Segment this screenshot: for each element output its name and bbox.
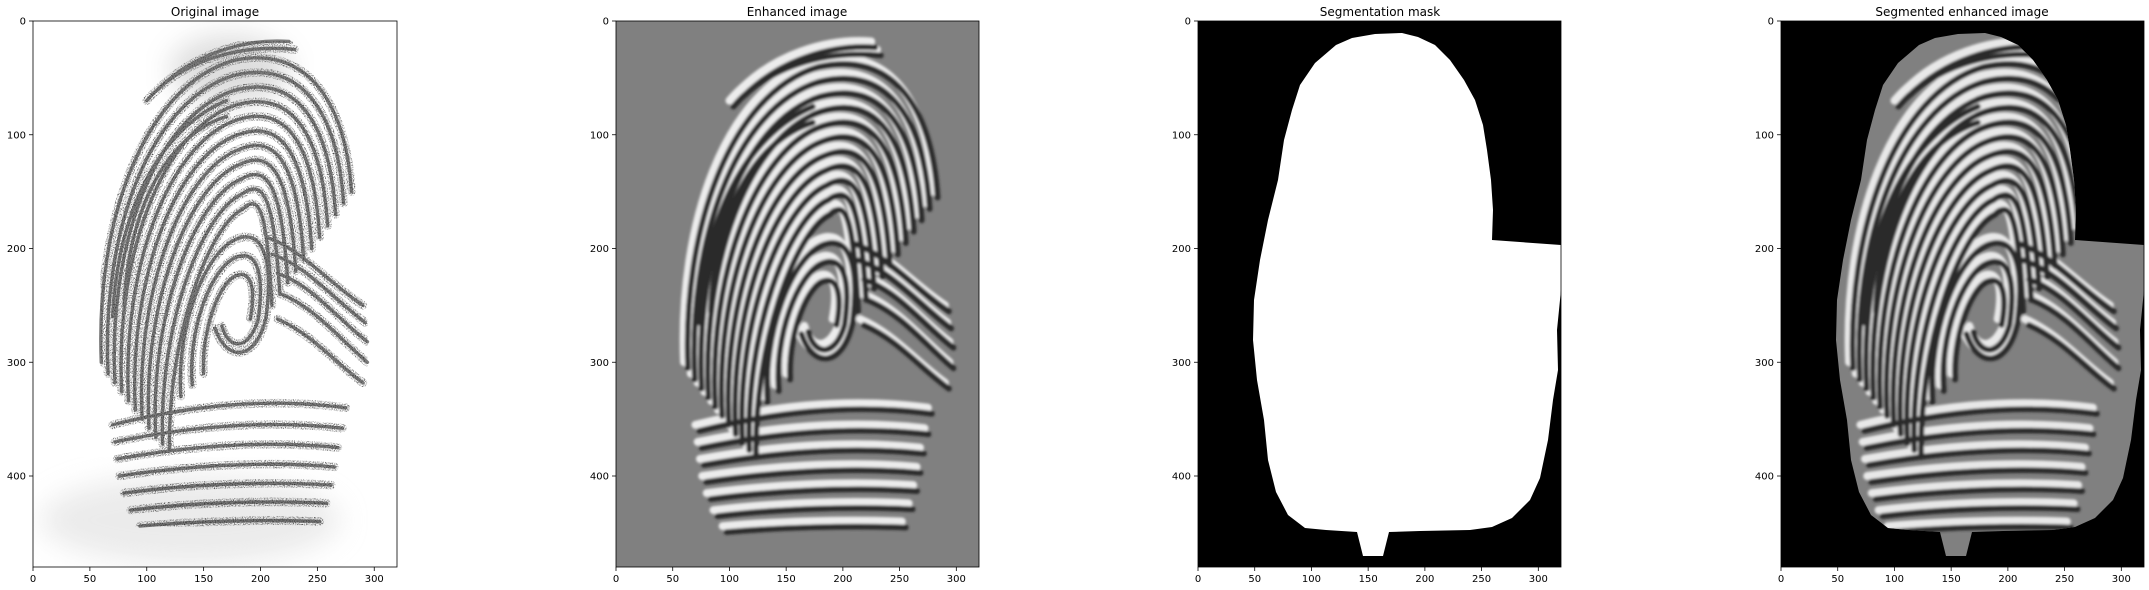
frame-original — [32, 20, 398, 568]
panel-title-mask: Segmentation mask — [1320, 5, 1440, 19]
x-tick-label: 50 — [84, 574, 97, 585]
x-tick-label: 200 — [1998, 574, 2017, 585]
y-tick-label: 100 — [590, 130, 609, 141]
y-tick-label: 200 — [590, 244, 609, 255]
y-tick-label: 100 — [7, 130, 26, 141]
x-tick-label: 150 — [194, 574, 213, 585]
y-tick-label: 400 — [590, 472, 609, 483]
x-tick-label: 0 — [613, 574, 619, 585]
frame-segmented — [1780, 20, 2145, 568]
panel-segmented: Segmented enhanced image 0 50 100 150 200 250… — [1755, 5, 2145, 586]
y-tick-label: 100 — [1755, 130, 1774, 141]
image-segmented — [1781, 21, 2144, 567]
x-tick-label: 100 — [137, 574, 156, 585]
x-tick-label: 150 — [1359, 574, 1378, 585]
panel-title-original: Original image — [171, 5, 259, 19]
frame-enhanced — [615, 20, 980, 568]
panel-mask: Segmentation mask 0 50 100 150 200 250 300 0 100… — [1172, 5, 1562, 586]
x-tick-label: 150 — [1942, 574, 1961, 585]
y-tick-label: 300 — [7, 358, 26, 369]
y-tick-label: 400 — [1172, 472, 1191, 483]
y-tick-label: 100 — [1172, 130, 1191, 141]
x-tick-label: 50 — [1831, 574, 1844, 585]
x-tick-label: 50 — [666, 574, 679, 585]
mask-region — [1253, 33, 1561, 556]
x-tick-label: 100 — [720, 574, 739, 585]
x-tick-label: 0 — [1195, 574, 1201, 585]
y-tick-label: 200 — [1755, 244, 1774, 255]
x-tick-label: 300 — [947, 574, 966, 585]
panel-title-enhanced: Enhanced image — [747, 5, 848, 19]
x-tick-label: 250 — [308, 574, 327, 585]
y-tick-label: 400 — [7, 472, 26, 483]
axes-enhanced: 0 50 100 150 200 250 300 0 100 200 300 400 — [590, 17, 966, 586]
panel-title-segmented: Segmented enhanced image — [1875, 5, 2048, 19]
y-tick-label: 300 — [1172, 358, 1191, 369]
image-mask — [1198, 21, 1561, 567]
panel-enhanced: Enhanced image 0 50 100 150 200 250 300 0 100 200… — [590, 5, 980, 586]
y-tick-label: 200 — [1172, 244, 1191, 255]
axes-mask: 0 50 100 150 200 250 300 0 100 200 300 400 — [1172, 17, 1548, 586]
y-tick-label: 0 — [1768, 17, 1774, 28]
frame-mask — [1197, 20, 1562, 568]
image-enhanced — [616, 21, 979, 567]
x-tick-label: 200 — [833, 574, 852, 585]
y-tick-label: 300 — [590, 358, 609, 369]
x-tick-label: 300 — [1529, 574, 1548, 585]
x-tick-label: 300 — [2112, 574, 2131, 585]
x-tick-label: 250 — [2055, 574, 2074, 585]
x-tick-label: 50 — [1248, 574, 1261, 585]
x-tick-label: 0 — [1778, 574, 1784, 585]
x-tick-label: 200 — [1415, 574, 1434, 585]
x-tick-label: 200 — [251, 574, 270, 585]
x-tick-label: 250 — [1472, 574, 1491, 585]
y-tick-label: 400 — [1755, 472, 1774, 483]
axes-original: 0 50 100 150 200 250 300 0 100 200 300 400 — [7, 17, 384, 586]
y-tick-label: 0 — [1185, 17, 1191, 28]
image-original — [33, 21, 397, 567]
x-tick-label: 300 — [365, 574, 384, 585]
y-tick-label: 300 — [1755, 358, 1774, 369]
x-tick-label: 100 — [1885, 574, 1904, 585]
y-tick-label: 0 — [20, 17, 26, 28]
axes-segmented: 0 50 100 150 200 250 300 0 100 200 300 400 — [1755, 17, 2131, 586]
y-tick-label: 0 — [603, 17, 609, 28]
x-tick-label: 250 — [890, 574, 909, 585]
panel-original: Original image 0 50 100 150 200 250 300 0 100 200… — [7, 5, 398, 586]
x-tick-label: 100 — [1302, 574, 1321, 585]
x-tick-label: 150 — [777, 574, 796, 585]
y-tick-label: 200 — [7, 244, 26, 255]
x-tick-label: 0 — [30, 574, 36, 585]
